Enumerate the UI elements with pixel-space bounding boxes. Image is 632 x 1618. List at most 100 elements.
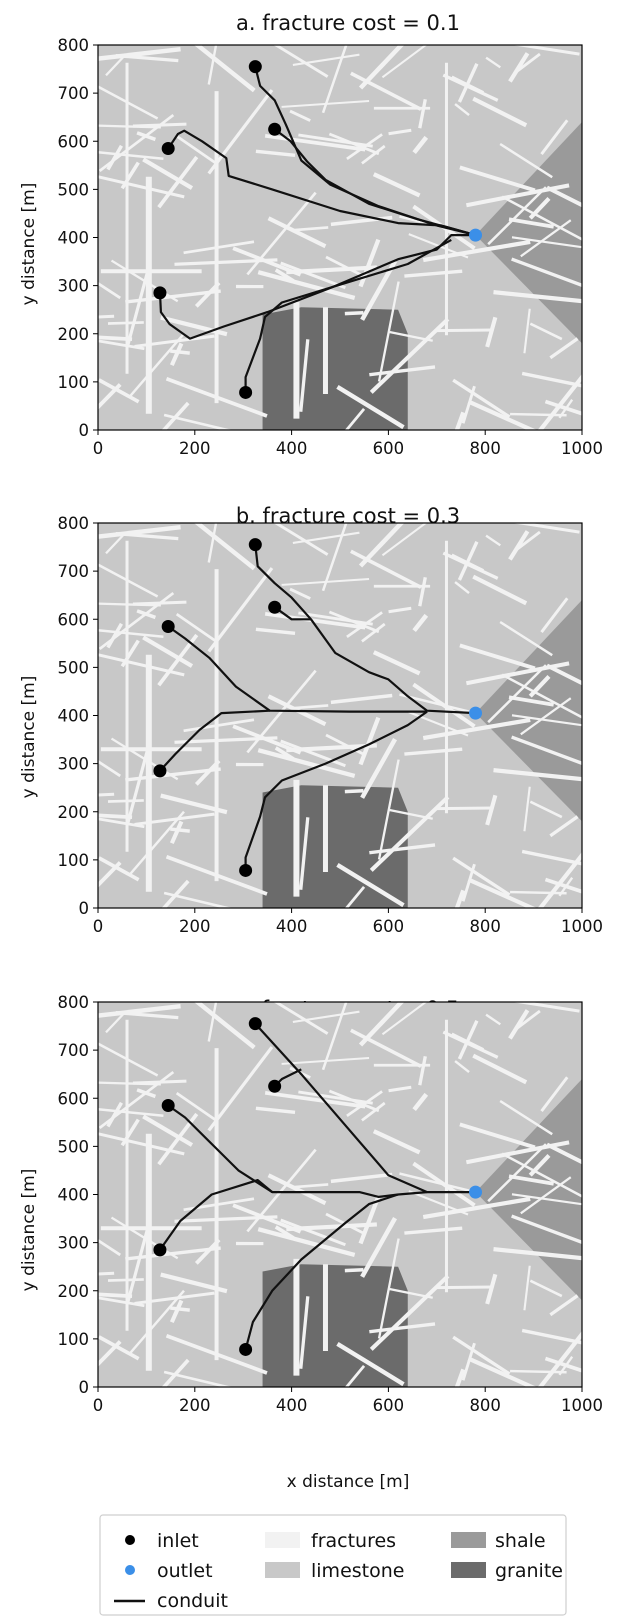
inlet-point [153, 1243, 167, 1257]
fracture [98, 1070, 175, 1130]
fracture [412, 1092, 429, 1111]
x-tick-label: 1000 [561, 917, 603, 936]
fracture [358, 523, 405, 568]
fracture [136, 1088, 157, 1099]
fracture [336, 385, 405, 430]
fracture [207, 1002, 218, 1042]
fracture [98, 113, 175, 173]
fracture [508, 1174, 554, 1186]
fracture [286, 743, 377, 753]
granite-region [262, 1264, 408, 1387]
conduits [158, 66, 476, 393]
x-axis-label: x distance [m] [287, 1472, 410, 1492]
fracture [537, 373, 582, 430]
fracture [461, 385, 476, 424]
x-tick-label: 400 [276, 1396, 308, 1415]
legend-limestone-swatch [265, 1562, 300, 1578]
panel-title: a. fracture cost = 0.1 [236, 11, 460, 35]
plot-area: 0 200 400 600 800 1000 0 100 200 300 400 500 600 700 8… [58, 36, 604, 458]
fracture [299, 817, 310, 890]
y-tick-label: 400 [58, 707, 90, 726]
fracture [346, 611, 383, 638]
inlet-point [153, 286, 167, 300]
conduit-line [244, 1193, 399, 1350]
fracture [501, 1152, 582, 1198]
fracture [487, 664, 547, 724]
fracture [399, 693, 471, 714]
fracture [98, 46, 181, 61]
fracture [399, 1172, 471, 1193]
fracture [404, 747, 463, 756]
fracture [257, 748, 356, 778]
shale-region [475, 122, 582, 344]
fracture [523, 308, 531, 354]
fracture [472, 574, 528, 606]
fracture [520, 1176, 572, 1215]
fracture [106, 144, 123, 171]
fracture [193, 45, 256, 93]
fracture [174, 1215, 278, 1223]
conduit-line [167, 625, 428, 713]
fracture [321, 45, 348, 114]
fracture [457, 1020, 479, 1060]
fracture [459, 1122, 536, 1150]
fracture [330, 1172, 393, 1184]
fracture [98, 314, 115, 319]
x-tick-label: 200 [179, 1396, 211, 1415]
fracture [257, 270, 356, 300]
fracture [299, 339, 310, 412]
y-tick-label: 400 [58, 229, 90, 248]
fracture [388, 128, 412, 136]
plot-area: 0 200 400 600 800 1000 0 100 200 300 400 500 600 700 8… [58, 514, 604, 936]
y-tick-label: 700 [58, 84, 90, 103]
fracture [508, 1009, 530, 1040]
conduits [159, 1022, 476, 1350]
fracture [487, 1143, 547, 1203]
y-tick-label: 0 [79, 1378, 90, 1397]
fracture [388, 1085, 412, 1093]
inlet-point [161, 1098, 175, 1112]
x-tick-label: 0 [93, 439, 104, 458]
fracture [515, 1009, 541, 1030]
fracture [457, 63, 479, 103]
fracture [511, 1214, 582, 1245]
conduit-line [167, 129, 476, 237]
conduit-line [254, 544, 476, 715]
fracture [298, 133, 373, 148]
fracture [350, 71, 422, 111]
fracture [286, 265, 377, 275]
fracture [125, 767, 221, 782]
y-tick-label: 500 [58, 658, 90, 677]
fracture [98, 1132, 185, 1156]
fracture [369, 1274, 450, 1351]
y-tick-label: 600 [58, 1089, 90, 1108]
fracture [467, 399, 538, 430]
fracture [321, 523, 348, 592]
fracture [170, 349, 190, 355]
fracture [142, 635, 194, 668]
conduits [159, 544, 476, 871]
fracture [358, 716, 381, 766]
fracture [264, 611, 366, 630]
fracture [358, 45, 405, 90]
fracture [207, 523, 218, 563]
y-tick-label: 700 [58, 1041, 90, 1060]
geology-map [98, 45, 582, 430]
fracture [128, 810, 185, 876]
fracture [520, 697, 572, 736]
fracture [388, 606, 412, 614]
fracture [136, 131, 157, 142]
fracture [369, 1322, 436, 1334]
x-tick-label: 1000 [561, 1396, 603, 1415]
fracture [422, 239, 531, 263]
fracture [461, 1342, 476, 1381]
y-tick-label: 100 [58, 851, 90, 870]
x-tick-label: 800 [469, 917, 501, 936]
fracture [280, 1218, 346, 1247]
fracture [174, 258, 278, 266]
fracture [98, 591, 175, 651]
fracture [521, 849, 582, 866]
fracture [418, 1056, 427, 1086]
y-tick-label: 500 [58, 180, 90, 199]
fracture [361, 622, 386, 643]
